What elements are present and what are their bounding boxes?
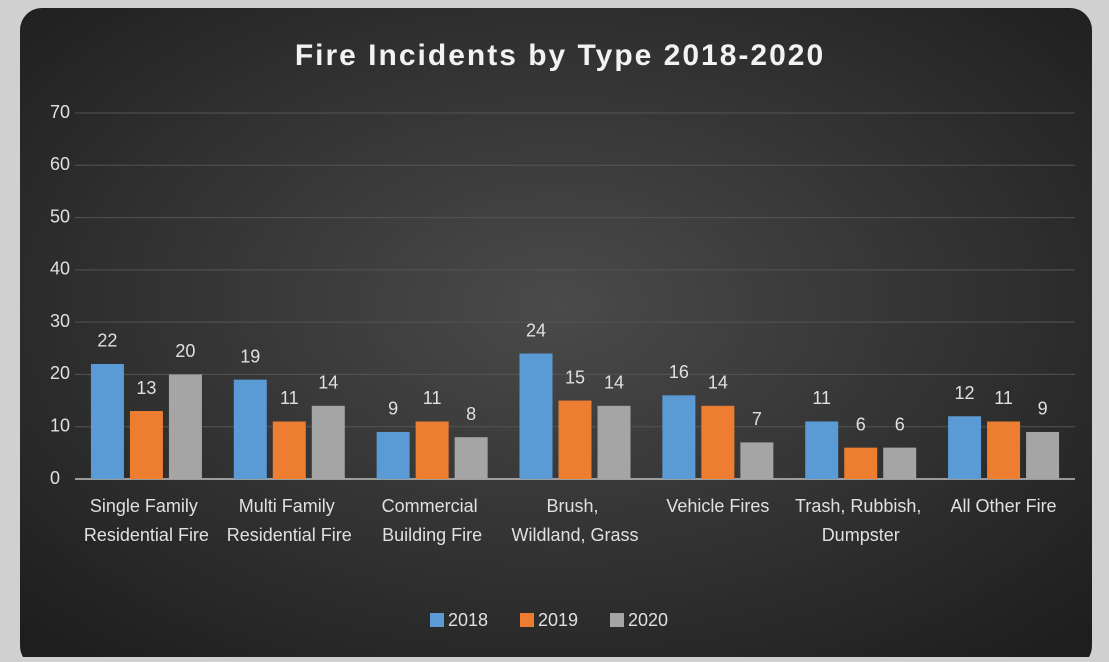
bar: [662, 395, 696, 479]
y-tick-label: 20: [50, 363, 70, 383]
data-label: 9: [1038, 399, 1048, 419]
data-label: 6: [895, 414, 905, 434]
x-tick-label: Multi Family Residential Fire: [227, 496, 352, 545]
bar: [844, 447, 878, 479]
legend-swatch: [430, 613, 444, 627]
bar: [597, 405, 631, 479]
legend-swatch: [610, 613, 624, 627]
chart-panel: [20, 8, 1092, 662]
bar: [987, 421, 1021, 479]
bar: [1026, 431, 1060, 479]
data-label: 19: [240, 346, 260, 366]
y-tick-label: 50: [50, 206, 70, 226]
y-tick-label: 40: [50, 259, 70, 279]
x-tick-label: Brush, Wildland, Grass: [511, 496, 638, 545]
bar: [376, 431, 410, 479]
x-tick-label: All Other Fire: [951, 496, 1057, 516]
bar: [948, 416, 982, 479]
y-tick-label: 30: [50, 311, 70, 331]
legend-label: 2018: [448, 610, 488, 630]
data-label: 11: [423, 388, 442, 408]
chart-title: Fire Incidents by Type 2018-2020: [295, 39, 825, 72]
bar: [454, 437, 488, 479]
legend-label: 2019: [538, 610, 578, 630]
bar: [740, 442, 774, 479]
data-label: 11: [994, 388, 1013, 408]
legend-swatch: [520, 613, 534, 627]
bar: [883, 447, 917, 479]
y-tick-label: 10: [50, 415, 70, 435]
data-label: 12: [955, 383, 975, 403]
data-label: 6: [856, 414, 866, 434]
data-label: 20: [175, 341, 195, 361]
data-label: 14: [604, 373, 624, 393]
bar: [272, 421, 306, 479]
x-tick-label: Single Family Residential Fire: [84, 496, 209, 545]
y-tick-label: 70: [50, 102, 70, 122]
data-label: 7: [752, 409, 762, 429]
bar: [519, 353, 553, 479]
x-tick-label: Trash, Rubbish, Dumpster: [795, 496, 926, 545]
bar: [805, 421, 839, 479]
x-tick-label: Commercial Building Fire: [382, 496, 483, 545]
bar: [129, 411, 163, 479]
x-tick-label: Vehicle Fires: [666, 496, 769, 516]
legend-label: 2020: [628, 610, 668, 630]
data-label: 15: [565, 367, 585, 387]
data-label: 14: [708, 373, 728, 393]
data-label: 22: [97, 331, 117, 351]
data-label: 14: [318, 373, 338, 393]
bar: [90, 363, 124, 479]
data-label: 11: [280, 388, 299, 408]
data-label: 8: [466, 404, 476, 424]
bar: [558, 400, 592, 479]
bar: [311, 405, 345, 479]
bar: [415, 421, 449, 479]
data-label: 9: [388, 399, 398, 419]
data-label: 16: [669, 362, 689, 382]
y-tick-label: 0: [50, 468, 60, 488]
data-label: 11: [812, 388, 831, 408]
data-label: 24: [526, 320, 546, 340]
bar: [701, 405, 735, 479]
bar: [233, 379, 267, 479]
y-tick-label: 60: [50, 154, 70, 174]
data-label: 13: [136, 378, 156, 398]
bar: [168, 374, 202, 479]
